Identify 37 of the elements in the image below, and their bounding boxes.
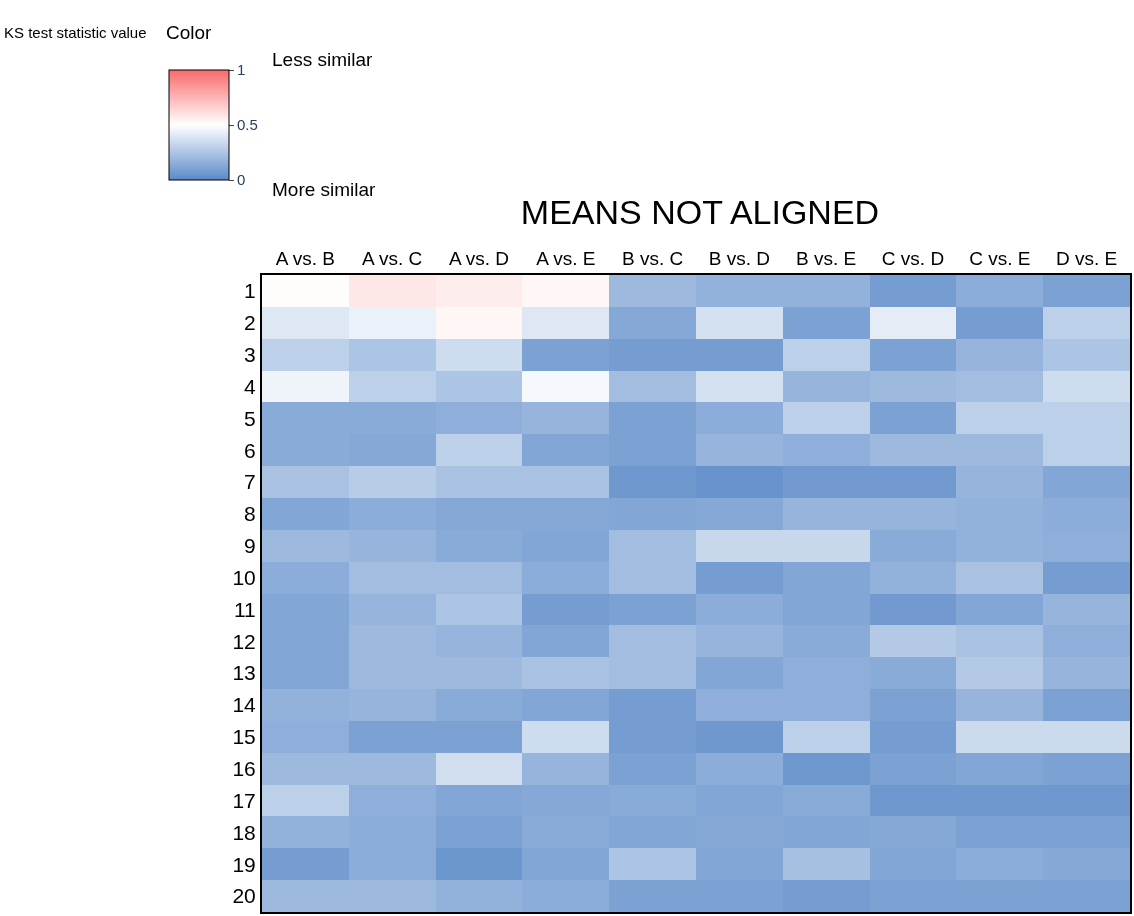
y-tick-label: 10 <box>232 565 256 589</box>
x-tick-label: A vs. E <box>536 248 596 270</box>
y-tick-label: 16 <box>232 757 256 781</box>
y-tick-label: 4 <box>244 374 257 398</box>
y-tick-label: 5 <box>244 406 256 430</box>
color-bar-title: KS test statistic value <box>4 24 147 41</box>
y-tick-label: 13 <box>232 661 256 685</box>
x-tick-label: B vs. D <box>708 248 771 270</box>
x-tick-label: D vs. E <box>1055 248 1118 270</box>
text: Color <box>166 22 213 43</box>
y-tick-label: 1 <box>244 279 256 303</box>
y-tick-label: 17 <box>232 788 256 812</box>
x-tick-label: A vs. C <box>362 248 423 270</box>
y-tick-label: 7 <box>244 470 256 494</box>
y-tick-label: 3 <box>244 342 256 366</box>
x-tick-label: A vs. D <box>448 248 510 270</box>
x-tick-label: B vs. E <box>796 248 857 270</box>
x-tick-label: C vs. D <box>881 248 945 270</box>
x-tick-label: C vs. E <box>969 248 1031 270</box>
y-tick-label: 8 <box>244 502 256 526</box>
text: Less similar <box>272 49 373 70</box>
y-tick-label: 9 <box>244 534 256 558</box>
y-tick-label: 19 <box>232 852 256 876</box>
y-tick-label: 14 <box>232 693 257 717</box>
x-tick-label: A vs. B <box>275 248 335 270</box>
y-tick-label: 18 <box>232 820 256 844</box>
y-tick-label: 20 <box>232 884 256 908</box>
y-tick-label: 2 <box>244 311 256 335</box>
text: More similar <box>272 179 377 200</box>
color-bar-label: 0.5 <box>237 116 258 134</box>
color-bar-label: 0 <box>237 171 246 189</box>
y-tick-label: 15 <box>232 725 256 749</box>
y-tick-label: 6 <box>244 438 256 462</box>
y-tick-label: 11 <box>233 597 256 621</box>
chart-title: MEANS NOT ALIGNED <box>520 192 880 231</box>
x-tick-label: B vs. C <box>621 248 684 270</box>
y-tick-label: 12 <box>232 629 256 653</box>
